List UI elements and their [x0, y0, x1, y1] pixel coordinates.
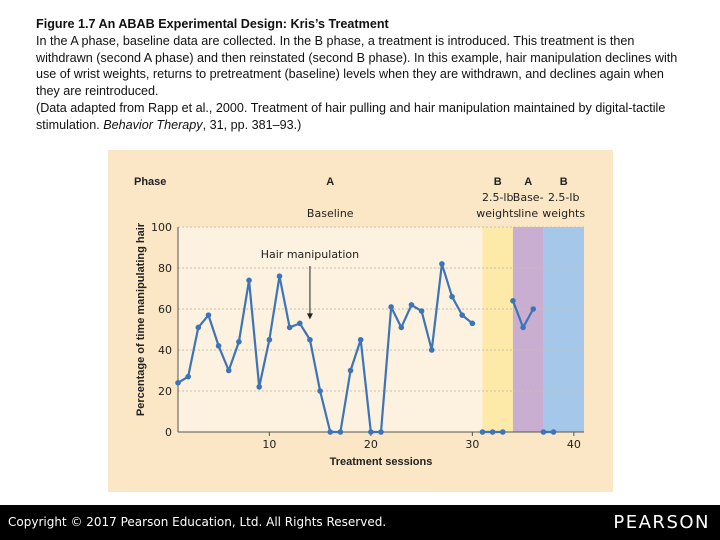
data-point-s1-26	[428, 347, 435, 353]
data-point-s1-14	[307, 336, 313, 343]
data-point-s1-20	[368, 429, 374, 435]
data-point-s1-10	[266, 336, 273, 343]
data-point-s1-27	[439, 261, 445, 267]
phase-band-3	[512, 227, 544, 432]
y-tick-label-80: 80	[158, 262, 172, 275]
data-point-s1-19	[357, 336, 364, 343]
phase-band-4	[543, 227, 584, 432]
phase-letter-2: B	[494, 176, 502, 188]
pearson-logo: PEARSON	[613, 512, 710, 533]
data-point-s1-28	[449, 293, 455, 300]
x-tick-label-20: 20	[364, 438, 378, 451]
data-point-s1-25	[418, 308, 425, 314]
data-point-s1-2	[185, 373, 191, 380]
figure-title: Figure 1.7 An ABAB Experimental Design: …	[36, 17, 389, 31]
abab-line-chart: 0 20 40 60 80 100 10 20 30 40 Treatment sessions Pe…	[134, 176, 585, 468]
data-point-s1-6	[225, 367, 232, 374]
x-tick-label-30: 30	[465, 438, 479, 451]
y-tick-label-60: 60	[158, 303, 172, 316]
data-point-s3-34	[510, 298, 516, 304]
data-point-s4-37	[540, 429, 547, 435]
data-point-s1-13	[297, 320, 303, 327]
annotation-label: Hair manipulation	[261, 248, 359, 261]
data-point-s1-16	[327, 429, 334, 435]
copyright-text: Copyright © 2017 Pearson Education, Ltd.…	[8, 515, 387, 529]
data-point-s1-15	[317, 388, 323, 394]
data-point-s1-17	[337, 429, 344, 435]
figure-caption: Figure 1.7 An ABAB Experimental Design: …	[36, 16, 686, 134]
data-point-s1-7	[236, 339, 242, 345]
x-tick-label-10: 10	[262, 438, 276, 451]
data-point-s2-31	[479, 429, 486, 435]
data-point-s2-32	[489, 429, 496, 435]
data-point-s1-18	[347, 367, 354, 374]
data-point-s1-22	[388, 304, 394, 310]
data-point-s1-12	[286, 324, 293, 331]
x-axis-label: Treatment sessions	[330, 456, 433, 468]
phase-label-baseline: Baseline	[307, 207, 354, 220]
phase-header: Phase	[134, 176, 166, 188]
data-point-s3-35	[520, 324, 526, 331]
phase-label-line2-3: line	[518, 207, 538, 220]
data-point-s1-3	[195, 324, 202, 331]
data-point-s1-4	[205, 312, 212, 318]
data-point-s3-36	[530, 306, 537, 312]
data-point-s1-1	[175, 380, 181, 386]
series-line-segment-1	[177, 262, 474, 434]
data-point-s1-5	[215, 343, 222, 349]
figure-description: In the A phase, baseline data are collec…	[36, 33, 678, 99]
source-prefix: (Data adapted from Rapp et al., 2000. Tr…	[36, 100, 666, 132]
chart-panel: 0 20 40 60 80 100 10 20 30 40 Treatment sessions Pe…	[108, 150, 613, 492]
data-point-s1-24	[408, 302, 415, 308]
phase-label-line2-2: weights	[476, 207, 519, 220]
data-point-s4-38	[550, 429, 557, 435]
data-point-s2-33	[500, 429, 506, 435]
data-point-s1-23	[398, 324, 405, 331]
phase-letter-4: B	[560, 176, 568, 188]
source-journal: Behavior Therapy	[103, 117, 203, 132]
y-tick-label-100: 100	[151, 221, 172, 234]
x-tick-label-40: 40	[567, 438, 581, 451]
figure-source: (Data adapted from Rapp et al., 2000. Tr…	[36, 100, 686, 134]
y-tick-label-0: 0	[165, 426, 172, 439]
phase-label-line1-3: Base-	[513, 191, 544, 204]
annotation-arrowhead	[306, 313, 313, 320]
data-point-s1-11	[276, 273, 283, 279]
phase-label-line1-4: 2.5-lb	[548, 191, 580, 204]
phase-letter-1: A	[326, 176, 334, 188]
y-axis-label: Percentage of time manipulating hair	[135, 222, 147, 416]
data-point-s1-8	[246, 277, 252, 284]
y-tick-label-20: 20	[158, 385, 172, 398]
data-point-s1-29	[459, 312, 466, 318]
phase-label-line1-2: 2.5-lb	[482, 191, 514, 204]
data-point-s1-9	[256, 384, 262, 390]
phase-label-line2-4: weights	[542, 207, 585, 220]
phase-letter-3: A	[524, 176, 532, 188]
phase-band-2	[482, 227, 513, 432]
source-suffix: , 31, pp. 381–93.)	[202, 117, 302, 132]
footer-bar: Copyright © 2017 Pearson Education, Ltd.…	[0, 505, 720, 540]
y-tick-label-40: 40	[158, 344, 172, 357]
data-point-s1-21	[378, 429, 384, 435]
data-point-s1-30	[469, 320, 476, 327]
